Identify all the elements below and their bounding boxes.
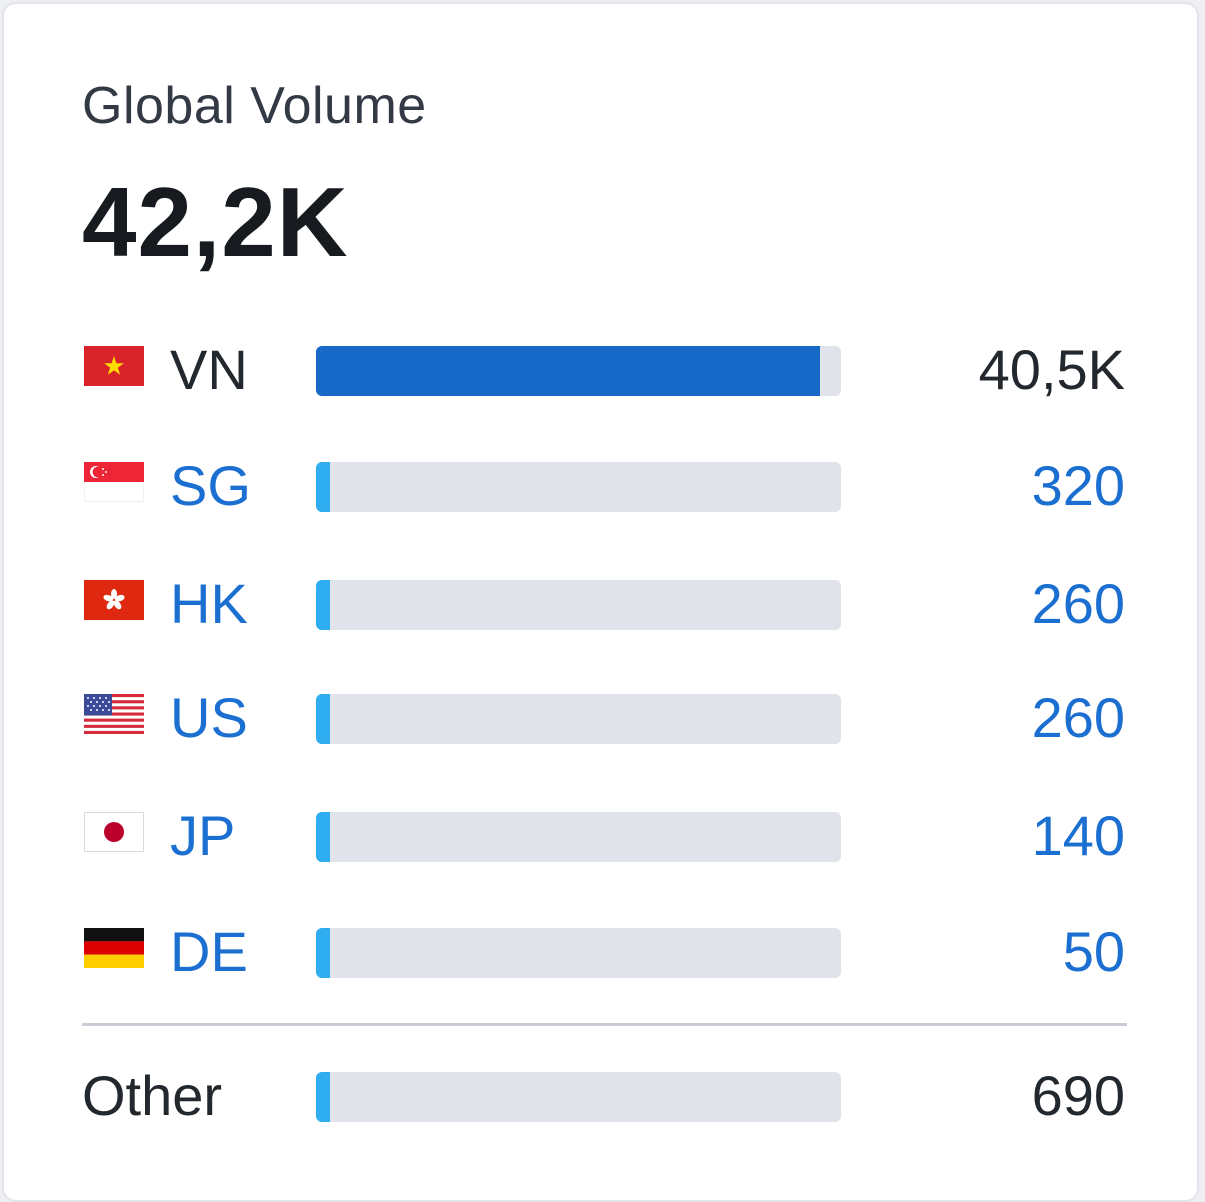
usa-flag-icon [84, 694, 144, 734]
global-volume-title: Global Volume [82, 77, 427, 135]
volume-bar-fill-jp [316, 812, 330, 862]
volume-bar-fill-vn [316, 346, 820, 396]
country-volume-link-hk[interactable]: 260 [1031, 572, 1125, 635]
vietnam-flag-icon [84, 346, 144, 386]
japan-flag-icon [84, 812, 144, 852]
other-volume: 690 [1031, 1064, 1125, 1127]
singapore-flag-icon [84, 462, 144, 502]
country-link-jp[interactable]: JP [170, 804, 236, 867]
country-row-hk: HK 260 [4, 574, 1201, 640]
volume-bar-fill-us [316, 694, 330, 744]
hong-kong-flag-icon [84, 580, 144, 620]
volume-bar-fill-de [316, 928, 330, 978]
other-row: Other 690 [4, 1066, 1201, 1132]
country-volume-link-de[interactable]: 50 [1062, 920, 1125, 983]
country-row-vn: VN 40,5K [4, 340, 1201, 406]
global-volume-total: 42,2K [82, 167, 349, 277]
country-row-us: US 260 [4, 688, 1201, 754]
volume-bar-fill-other [316, 1072, 330, 1122]
country-row-jp: JP 140 [4, 806, 1201, 872]
country-row-de: DE 50 [4, 922, 1201, 988]
volume-bar-track-other [316, 1072, 841, 1122]
country-code-vn: VN [170, 338, 248, 401]
volume-bar-track-sg [316, 462, 841, 512]
volume-bar-track-jp [316, 812, 841, 862]
country-volume-link-sg[interactable]: 320 [1031, 454, 1125, 517]
volume-bar-track-de [316, 928, 841, 978]
country-link-us[interactable]: US [170, 686, 248, 749]
volume-bar-track-hk [316, 580, 841, 630]
country-link-hk[interactable]: HK [170, 572, 248, 635]
germany-flag-icon [84, 928, 144, 968]
country-link-de[interactable]: DE [170, 920, 248, 983]
country-volume-link-jp[interactable]: 140 [1031, 804, 1125, 867]
other-label: Other [82, 1064, 223, 1127]
volume-bar-fill-hk [316, 580, 330, 630]
volume-bar-track-vn [316, 346, 841, 396]
country-row-sg: SG 320 [4, 456, 1201, 522]
divider [82, 1023, 1127, 1026]
volume-bar-fill-sg [316, 462, 330, 512]
volume-bar-track-us [316, 694, 841, 744]
country-volume-link-us[interactable]: 260 [1031, 686, 1125, 749]
country-link-sg[interactable]: SG [170, 454, 251, 517]
country-volume-vn: 40,5K [978, 338, 1125, 401]
